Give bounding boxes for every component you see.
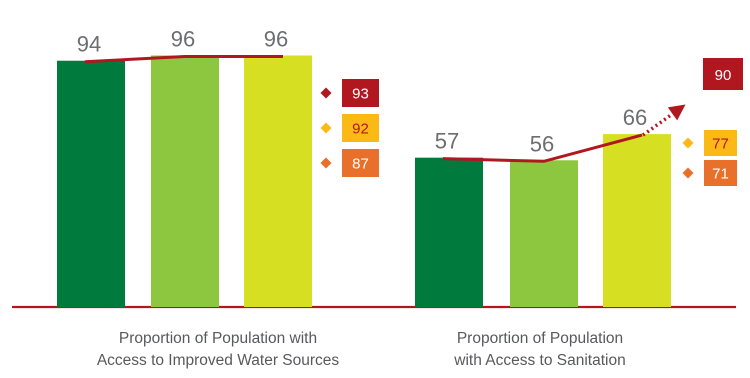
- category-label-sanitation-line-1: Proportion of Population: [456, 330, 624, 347]
- target-marker-1-3: [320, 157, 332, 169]
- target-value-1-3: 87: [352, 156, 369, 173]
- bar-1-2: [151, 55, 219, 308]
- category-label-sanitation-line-2: with Access to Sanitation: [454, 352, 626, 369]
- bar-1-3: [244, 55, 312, 308]
- trend-line-1: [84, 54, 283, 64]
- category-label-water-line-2: Access to Improved Water Sources: [96, 352, 340, 369]
- target-marker-1-2: [320, 122, 332, 134]
- value-label-2-2: 56: [530, 131, 554, 156]
- target-marker-2-1: [682, 137, 694, 149]
- value-label-1-2: 96: [171, 26, 195, 51]
- category-label-water-line-1: Proportion of Population with: [118, 330, 318, 347]
- bar-2-1: [415, 157, 483, 307]
- target-value-2-2: 71: [712, 166, 729, 183]
- projection-value: 90: [715, 67, 732, 84]
- value-label-2-1: 57: [435, 129, 459, 154]
- target-value-1-2: 92: [352, 121, 369, 138]
- target-box-2-2: [704, 160, 737, 186]
- target-box-1-2: [342, 114, 379, 142]
- category-label-sanitation: Proportion of Population with Access to …: [380, 328, 700, 372]
- target-value-1-1: 93: [352, 86, 369, 103]
- target-box-2-1: [704, 130, 737, 156]
- value-label-1-1: 94: [77, 32, 101, 57]
- bar-1-1: [57, 60, 125, 307]
- bar-2-2: [510, 160, 578, 307]
- bar-2-3: [603, 134, 671, 307]
- trend-line-2: [442, 133, 643, 163]
- value-label-2-3: 66: [623, 105, 647, 130]
- target-box-1-3: [342, 149, 379, 177]
- target-marker-2-2: [682, 167, 694, 179]
- target-box-1-1: [342, 79, 379, 107]
- target-value-2-1: 77: [712, 136, 729, 153]
- projection-arrowhead: [667, 104, 686, 121]
- target-marker-1-1: [320, 87, 332, 99]
- value-label-1-3: 96: [264, 26, 288, 51]
- projection-box: [703, 58, 743, 90]
- category-label-water: Proportion of Population with Access to …: [58, 328, 378, 372]
